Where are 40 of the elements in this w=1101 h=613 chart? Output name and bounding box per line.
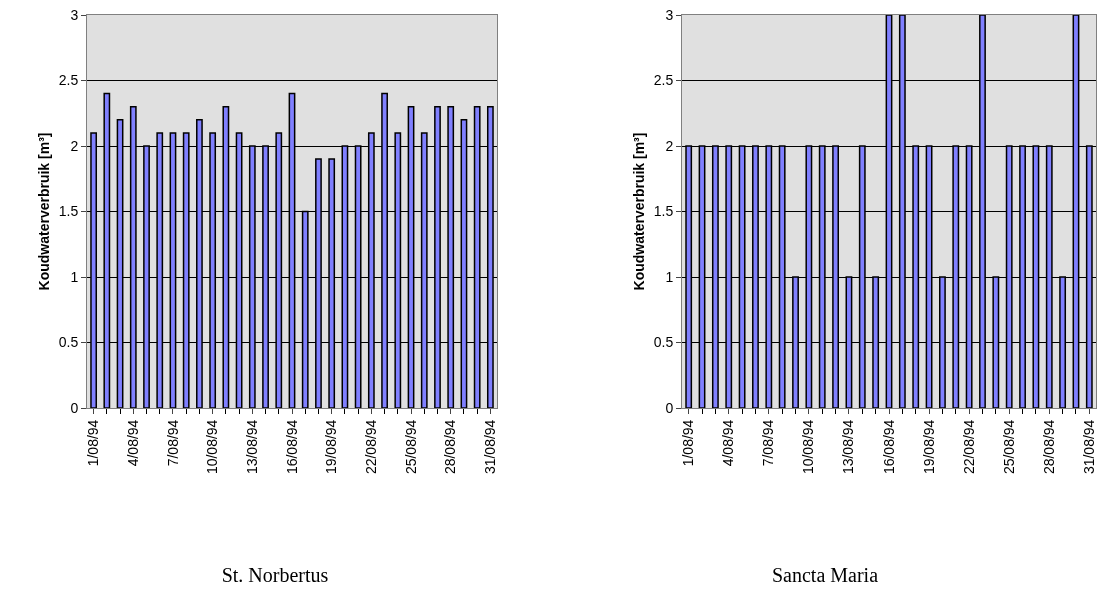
y-tick-label: 3 bbox=[70, 6, 79, 23]
x-tick-label: 1/08/94 bbox=[680, 419, 697, 467]
y-tick-label: 1 bbox=[665, 268, 674, 285]
y-axis-title: Koudwaterverbruik [m³] bbox=[631, 132, 647, 291]
x-tick-label: 4/08/94 bbox=[124, 419, 141, 467]
x-tick-label: 16/08/94 bbox=[880, 419, 897, 475]
y-tick-label: 0 bbox=[70, 399, 79, 416]
x-tick-label: 10/08/94 bbox=[800, 419, 817, 475]
x-tick-label: 7/08/94 bbox=[164, 419, 181, 467]
x-tick-label: 4/08/94 bbox=[720, 419, 737, 467]
x-tick-label: 31/08/94 bbox=[1080, 419, 1097, 475]
y-tick-label: 2.5 bbox=[653, 72, 674, 89]
x-tick-label: 19/08/94 bbox=[323, 419, 340, 475]
x-tick-label: 28/08/94 bbox=[1040, 419, 1057, 475]
x-tick-label: 7/08/94 bbox=[760, 419, 777, 467]
y-tick-label: 2.5 bbox=[58, 72, 79, 89]
x-tick-label: 19/08/94 bbox=[920, 419, 937, 475]
x-tick-label: 13/08/94 bbox=[243, 419, 260, 475]
y-tick-label: 0.5 bbox=[58, 334, 79, 351]
x-tick-label: 13/08/94 bbox=[840, 419, 857, 475]
x-tick-label: 31/08/94 bbox=[481, 419, 498, 475]
y-tick-label: 1.5 bbox=[653, 203, 674, 220]
y-tick-label: 3 bbox=[665, 6, 674, 23]
x-tick-label: 22/08/94 bbox=[362, 419, 379, 475]
text: Sancta Maria bbox=[771, 564, 879, 587]
x-tick-label: 16/08/94 bbox=[283, 419, 300, 475]
y-tick-label: 1.5 bbox=[58, 203, 79, 220]
y-tick-label: 1 bbox=[70, 268, 79, 285]
x-tick-label: 1/08/94 bbox=[85, 419, 102, 467]
y-tick-label: 2 bbox=[70, 137, 79, 154]
x-tick-label: 25/08/94 bbox=[402, 419, 419, 475]
x-tick-label: 25/08/94 bbox=[1000, 419, 1017, 475]
x-tick-label: 22/08/94 bbox=[960, 419, 977, 475]
x-tick-label: 10/08/94 bbox=[204, 419, 221, 475]
y-axis-title: Koudwaterverbruik [m³] bbox=[36, 132, 52, 291]
text: St. Norbertus bbox=[221, 564, 329, 587]
y-tick-label: 0.5 bbox=[653, 334, 674, 351]
y-tick-label: 2 bbox=[665, 137, 674, 154]
y-tick-label: 0 bbox=[665, 399, 674, 416]
x-tick-label: 28/08/94 bbox=[442, 419, 459, 475]
